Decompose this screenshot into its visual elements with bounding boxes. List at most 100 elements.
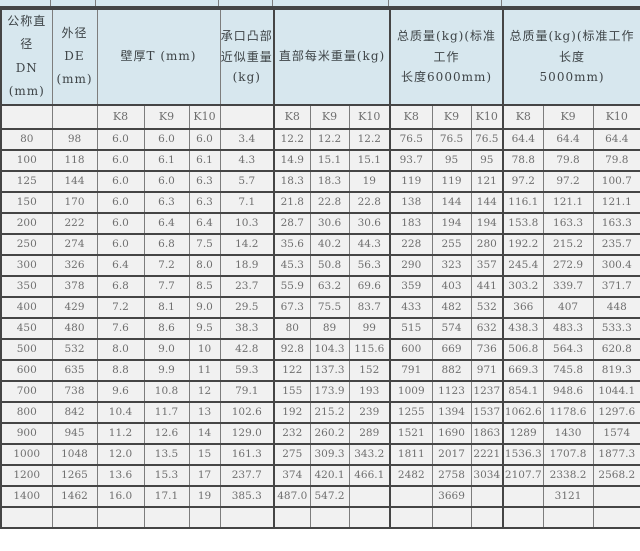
table-cell: 6.0 bbox=[96, 232, 145, 256]
table-cell: 343.2 bbox=[348, 442, 391, 466]
table-cell bbox=[51, 505, 98, 529]
table-cell: 250 bbox=[0, 232, 53, 256]
table-cell: 17 bbox=[188, 463, 221, 487]
table-cell: 438.3 bbox=[502, 316, 544, 340]
table-cell: 11.2 bbox=[96, 421, 145, 445]
table-cell: 3034 bbox=[470, 463, 504, 487]
table-cell: 79.1 bbox=[219, 379, 275, 403]
table-cell: 144 bbox=[51, 169, 98, 193]
table-cell: 17.1 bbox=[143, 484, 190, 508]
table-cell: 13.6 bbox=[96, 463, 145, 487]
table-cell: 19 bbox=[348, 169, 391, 193]
table-cell: 385.3 bbox=[219, 484, 275, 508]
table-cell: 30.6 bbox=[309, 211, 350, 235]
table-cell: 116.1 bbox=[502, 190, 544, 214]
table-row: 500 532 8.0 9.0 10 42.8 92.8 104.3 115.6 600 669 73… bbox=[0, 337, 640, 361]
table-cell: 339.7 bbox=[542, 274, 594, 298]
header-total-mass-5000-group: 总质量(kg)(标准工作长度 5000mm) bbox=[502, 8, 640, 106]
table-cell: 23.7 bbox=[219, 274, 275, 298]
table-cell: 76.5 bbox=[470, 127, 504, 151]
table-cell: 357 bbox=[470, 253, 504, 277]
table-cell bbox=[219, 505, 275, 529]
table-cell: 121.1 bbox=[592, 190, 640, 214]
table-cell: 466.1 bbox=[348, 463, 391, 487]
table-cell: 21.8 bbox=[273, 190, 311, 214]
table-cell: 3.4 bbox=[219, 127, 275, 151]
table-cell: 7.2 bbox=[96, 295, 145, 319]
table-cell: 290 bbox=[389, 253, 433, 277]
table-cell: 55.9 bbox=[273, 274, 311, 298]
table-cell: 13 bbox=[188, 400, 221, 424]
table-cell: 260.2 bbox=[309, 421, 350, 445]
table-cell: 6.1 bbox=[143, 148, 190, 172]
table-cell: 10 bbox=[188, 337, 221, 361]
table-cell: 371.7 bbox=[592, 274, 640, 298]
table-cell: 100.7 bbox=[592, 169, 640, 193]
table-cell: 121 bbox=[470, 169, 504, 193]
table-cell: 183 bbox=[389, 211, 433, 235]
table-cell bbox=[0, 505, 53, 529]
table-cell bbox=[502, 505, 544, 529]
table-cell bbox=[143, 505, 190, 529]
table-cell: 1536.3 bbox=[502, 442, 544, 466]
table-cell: 15.1 bbox=[309, 148, 350, 172]
table-cell: 9.0 bbox=[188, 295, 221, 319]
table-cell: 2107.7 bbox=[502, 463, 544, 487]
table-cell: 1574 bbox=[592, 421, 640, 445]
table-cell: 1863 bbox=[470, 421, 504, 445]
table-cell: 12.0 bbox=[96, 442, 145, 466]
table-cell: 11.7 bbox=[143, 400, 190, 424]
table-cell: 163.3 bbox=[592, 211, 640, 235]
table-cell: 59.3 bbox=[219, 358, 275, 382]
table-cell: 366 bbox=[502, 295, 544, 319]
table-cell: 75.5 bbox=[309, 295, 350, 319]
table-cell: 441 bbox=[470, 274, 504, 298]
table-cell: 303.2 bbox=[502, 274, 544, 298]
subheader-k9: K9 bbox=[431, 103, 472, 130]
table-cell: 7.5 bbox=[188, 232, 221, 256]
table-cell: 144 bbox=[470, 190, 504, 214]
table-cell: 4.3 bbox=[219, 148, 275, 172]
table-cell: 600 bbox=[0, 358, 53, 382]
table-cell: 228 bbox=[389, 232, 433, 256]
table-cell: 6.3 bbox=[188, 169, 221, 193]
table-cell: 1289 bbox=[502, 421, 544, 445]
table-cell: 6.4 bbox=[96, 253, 145, 277]
table-cell: 791 bbox=[389, 358, 433, 382]
subheader-k8: K8 bbox=[273, 103, 311, 130]
table-row: 700 738 9.6 10.8 12 79.1 155 173.9 193 1009 1123 12… bbox=[0, 379, 640, 403]
table-cell: 122 bbox=[273, 358, 311, 382]
table-cell: 6.0 bbox=[96, 148, 145, 172]
table-cell: 125 bbox=[0, 169, 53, 193]
subheader-k9: K9 bbox=[542, 103, 594, 130]
table-cell: 6.1 bbox=[188, 148, 221, 172]
table-cell: 95 bbox=[470, 148, 504, 172]
table-cell: 1000 bbox=[0, 442, 53, 466]
table-cell: 635 bbox=[51, 358, 98, 382]
table-row: 800 842 10.4 11.7 13 102.6 192 215.2 239 1255 1394… bbox=[0, 400, 640, 424]
table-cell: 119 bbox=[389, 169, 433, 193]
table-cell: 819.3 bbox=[592, 358, 640, 382]
table-cell: 326 bbox=[51, 253, 98, 277]
table-cell: 232 bbox=[273, 421, 311, 445]
table-cell: 1811 bbox=[389, 442, 433, 466]
table-cell: 14.9 bbox=[273, 148, 311, 172]
table-row: 300 326 6.4 7.2 8.0 18.9 45.3 50.8 56.3 290 323 357… bbox=[0, 253, 640, 277]
table-cell bbox=[470, 484, 504, 508]
table-cell: 79.8 bbox=[542, 148, 594, 172]
table-cell bbox=[502, 484, 544, 508]
table-cell: 15.1 bbox=[348, 148, 391, 172]
table-cell: 18.3 bbox=[273, 169, 311, 193]
table-cell: 1048 bbox=[51, 442, 98, 466]
header-total-mass-6000-group: 总质量(kg)(标准工作 长度6000mm) bbox=[389, 8, 504, 106]
table-cell: 1062.6 bbox=[502, 400, 544, 424]
table-cell: 842 bbox=[51, 400, 98, 424]
table-cell: 170 bbox=[51, 190, 98, 214]
table-row: 200 222 6.0 6.4 6.4 10.3 28.7 30.6 30.6 183 194 194… bbox=[0, 211, 640, 235]
table-cell bbox=[389, 505, 433, 529]
table-cell: 500 bbox=[0, 337, 53, 361]
subheader-k10: K10 bbox=[470, 103, 504, 130]
table-cell: 119 bbox=[431, 169, 472, 193]
table-cell: 6.4 bbox=[188, 211, 221, 235]
table-cell: 632 bbox=[470, 316, 504, 340]
